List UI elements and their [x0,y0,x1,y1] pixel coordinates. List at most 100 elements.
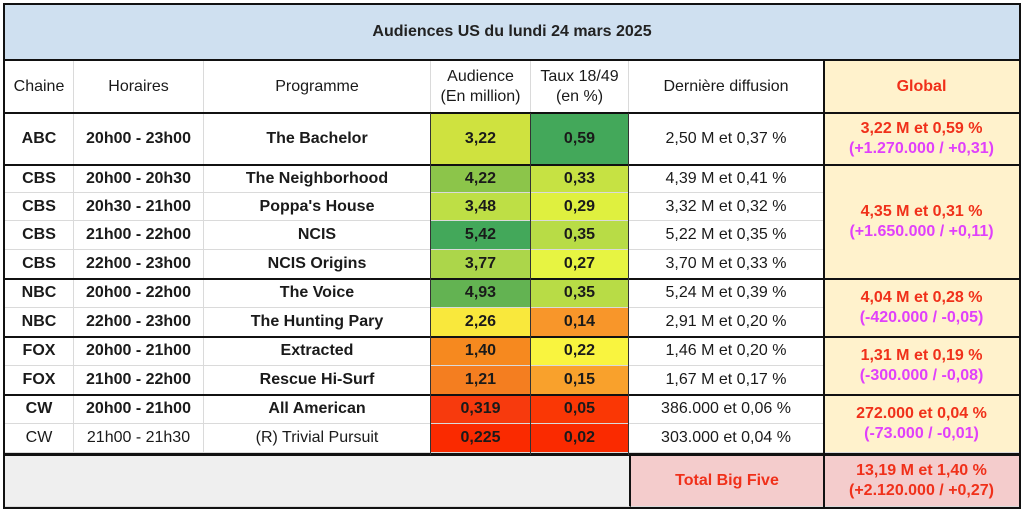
cell-taux: 0,35 [531,221,629,250]
divider-cbs [5,278,1019,280]
cell-chaine: FOX [5,366,74,395]
divider-nbc [5,336,1019,338]
cell-derniere-diffusion: 3,70 M et 0,33 % [629,250,824,279]
cell-taux: 0,29 [531,193,629,221]
cell-derniere-diffusion: 386.000 et 0,06 % [629,395,824,424]
header-audience-line1: Audience [447,67,514,85]
cell-programme: NCIS [204,221,431,250]
cell-horaires: 21h00 - 21h30 [74,424,204,453]
cell-taux: 0,15 [531,366,629,395]
global-nbc-main: 4,04 M et 0,28 % [860,288,983,306]
global-cbs: 4,35 M et 0,31 % (+1.650.000 / +0,11) [824,165,1019,279]
cell-audience: 3,48 [431,193,531,221]
cell-derniere-diffusion: 303.000 et 0,04 % [629,424,824,453]
cell-programme: Rescue Hi-Surf [204,366,431,395]
cell-horaires: 20h00 - 21h00 [74,395,204,424]
header-chaine: Chaine [5,61,74,113]
cell-programme: The Hunting Pary [204,308,431,337]
table-title: Audiences US du lundi 24 mars 2025 [5,5,1019,61]
cell-programme: The Neighborhood [204,165,431,193]
global-nbc: 4,04 M et 0,28 % (-420.000 / -0,05) [824,279,1019,337]
cell-audience: 5,42 [431,221,531,250]
cell-chaine: CW [5,395,74,424]
divider-fox [5,394,1019,396]
divider-cw [5,453,1019,456]
cell-derniere-diffusion: 1,46 M et 0,20 % [629,337,824,366]
global-abc-delta: (+1.270.000 / +0,31) [849,139,994,157]
cell-taux: 0,02 [531,424,629,453]
header-taux: Taux 18/49 (en %) [531,61,629,113]
cell-taux: 0,33 [531,165,629,193]
global-fox-delta: (-300.000 / -0,08) [859,366,984,384]
cell-chaine: ABC [5,113,74,165]
cell-derniere-diffusion: 2,91 M et 0,20 % [629,308,824,337]
cell-audience: 4,22 [431,165,531,193]
cell-audience: 1,21 [431,366,531,395]
total-main: 13,19 M et 1,40 % [856,461,987,479]
total-delta: (+2.120.000 / +0,27) [849,481,994,499]
total-values: 13,19 M et 1,40 % (+2.120.000 / +0,27) [824,455,1019,507]
divider-audience-left [430,113,431,455]
cell-horaires: 20h00 - 21h00 [74,337,204,366]
cell-derniere-diffusion: 4,39 M et 0,41 % [629,165,824,193]
cell-chaine: CW [5,424,74,453]
total-row-empty [5,455,631,507]
global-cbs-main: 4,35 M et 0,31 % [860,202,983,220]
cell-programme: Poppa's House [204,193,431,221]
cell-audience: 3,77 [431,250,531,279]
divider-global-left [823,61,825,507]
global-abc: 3,22 M et 0,59 % (+1.270.000 / +0,31) [824,113,1019,165]
cell-audience: 1,40 [431,337,531,366]
cell-taux: 0,27 [531,250,629,279]
divider-abc [5,164,1019,166]
header-taux-line1: Taux 18/49 [540,67,619,85]
divider-derniere-left [628,113,629,455]
cell-chaine: CBS [5,250,74,279]
header-derniere-diffusion: Dernière diffusion [629,61,824,113]
cell-horaires: 21h00 - 22h00 [74,221,204,250]
header-audience-line2: (En million) [440,87,521,105]
divider-header [5,112,1019,114]
cell-programme: The Voice [204,279,431,308]
cell-derniere-diffusion: 5,22 M et 0,35 % [629,221,824,250]
header-programme: Programme [204,61,431,113]
cell-horaires: 22h00 - 23h00 [74,250,204,279]
cell-derniere-diffusion: 5,24 M et 0,39 % [629,279,824,308]
cell-chaine: CBS [5,165,74,193]
cell-programme: All American [204,395,431,424]
header-audience: Audience (En million) [431,61,531,113]
audience-table: Audiences US du lundi 24 mars 2025 Chain… [3,3,1021,509]
cell-horaires: 20h00 - 20h30 [74,165,204,193]
header-global: Global [824,61,1019,113]
cell-taux: 0,59 [531,113,629,165]
cell-chaine: CBS [5,193,74,221]
cell-horaires: 20h30 - 21h00 [74,193,204,221]
cell-horaires: 22h00 - 23h00 [74,308,204,337]
cell-audience: 2,26 [431,308,531,337]
cell-chaine: CBS [5,221,74,250]
global-cw: 272.000 et 0,04 % (-73.000 / -0,01) [824,395,1019,453]
global-fox-main: 1,31 M et 0,19 % [860,346,983,364]
global-cw-delta: (-73.000 / -0,01) [864,424,979,442]
cell-horaires: 21h00 - 22h00 [74,366,204,395]
global-cw-main: 272.000 et 0,04 % [856,404,987,422]
cell-derniere-diffusion: 2,50 M et 0,37 % [629,113,824,165]
cell-taux: 0,22 [531,337,629,366]
cell-horaires: 20h00 - 22h00 [74,279,204,308]
cell-chaine: FOX [5,337,74,366]
cell-taux: 0,05 [531,395,629,424]
cell-chaine: NBC [5,308,74,337]
global-nbc-delta: (-420.000 / -0,05) [859,308,984,326]
cell-chaine: NBC [5,279,74,308]
cell-taux: 0,35 [531,279,629,308]
cell-taux: 0,14 [531,308,629,337]
divider-taux-left [530,113,531,455]
global-cbs-delta: (+1.650.000 / +0,11) [849,222,994,240]
header-taux-line2: (en %) [555,87,604,105]
cell-derniere-diffusion: 3,32 M et 0,32 % [629,193,824,221]
cell-horaires: 20h00 - 23h00 [74,113,204,165]
cell-programme: The Bachelor [204,113,431,165]
global-abc-main: 3,22 M et 0,59 % [860,119,983,137]
cell-programme: NCIS Origins [204,250,431,279]
cell-audience: 0,319 [431,395,531,424]
